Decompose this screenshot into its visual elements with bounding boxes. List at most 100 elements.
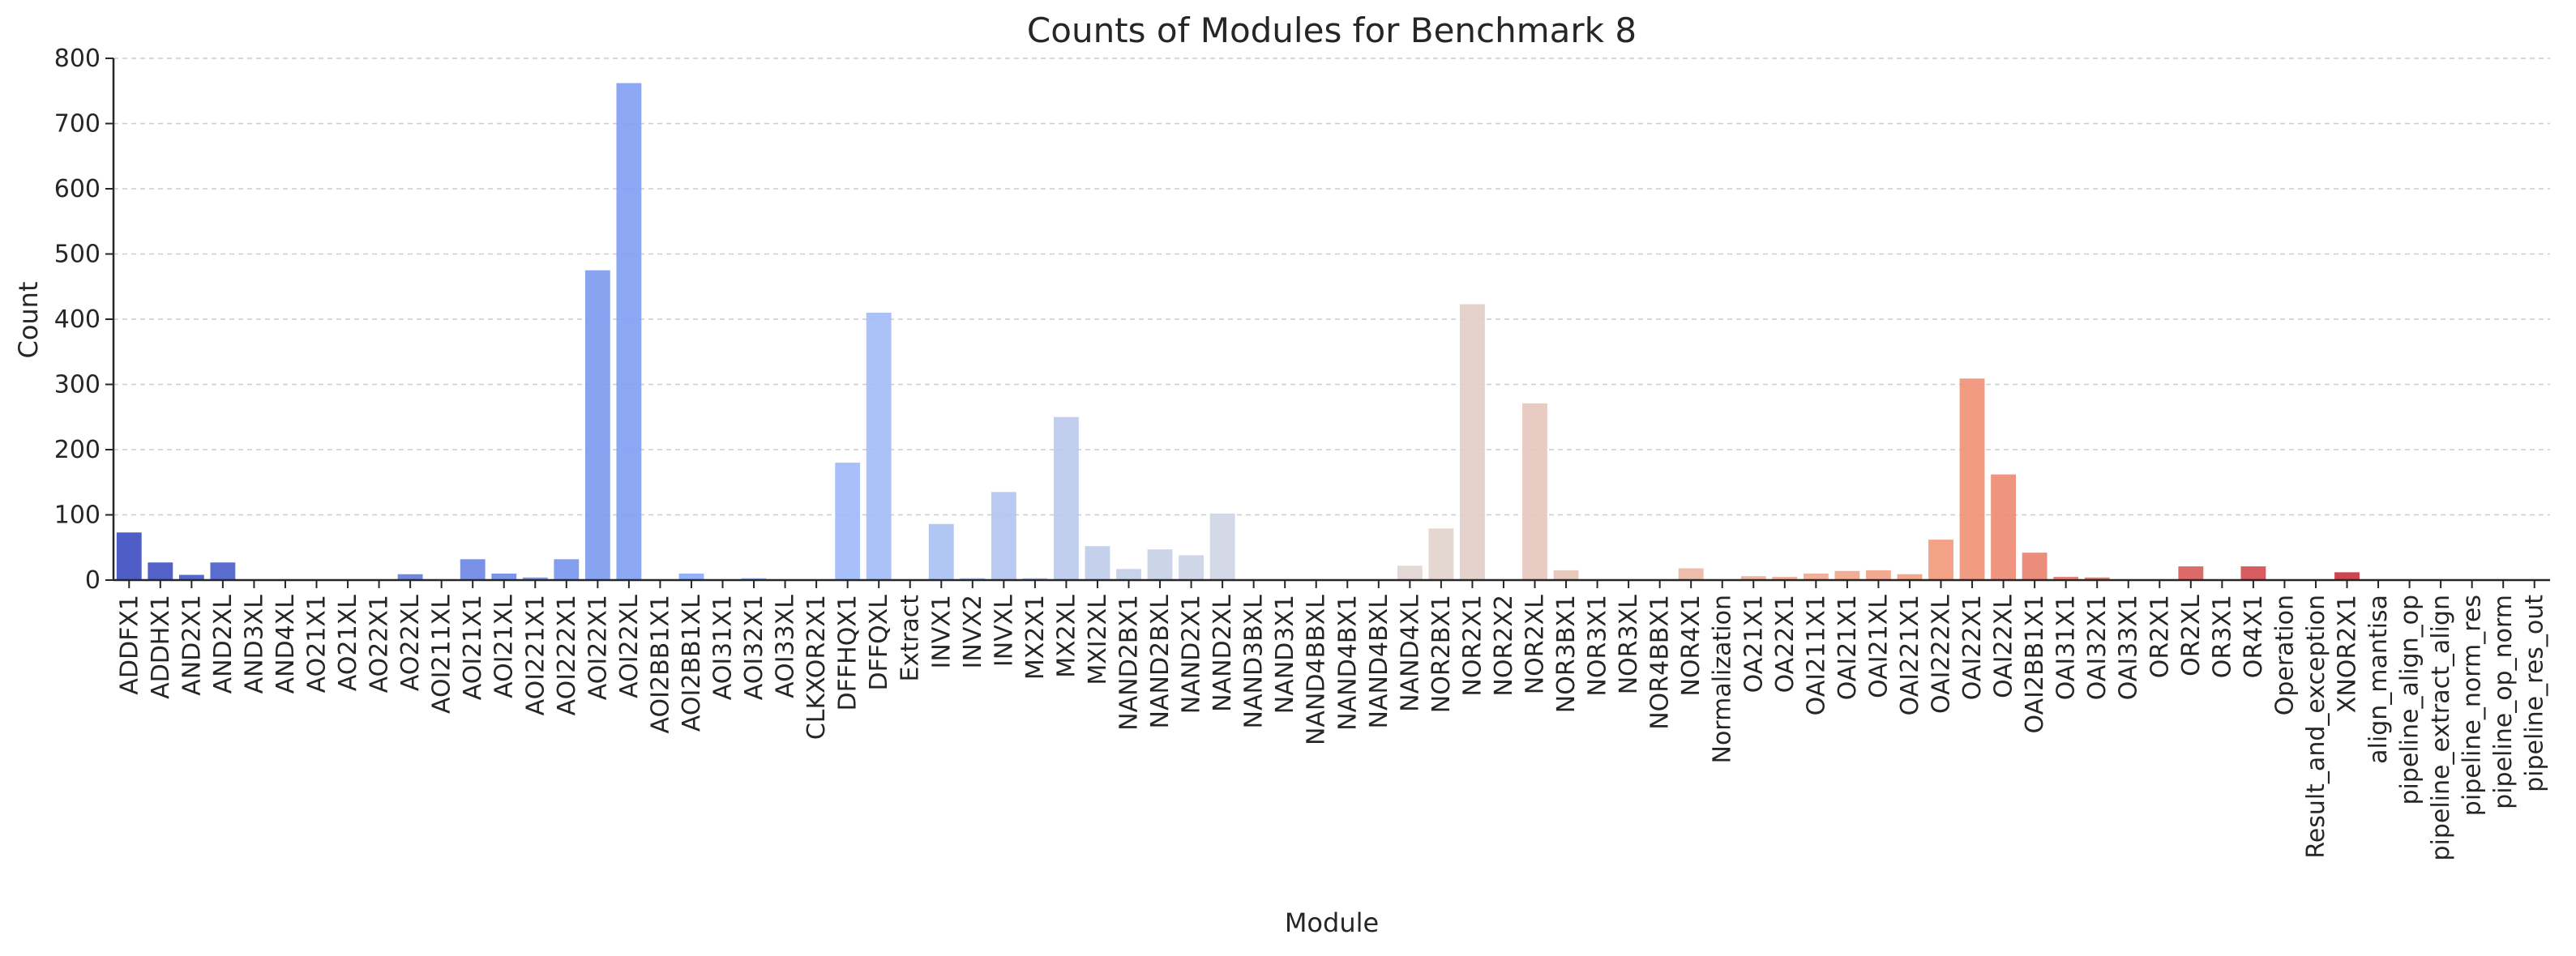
- bar: [1866, 570, 1891, 580]
- x-tick-label: OR2X1: [2146, 595, 2174, 678]
- x-tick-label: ADDHX1: [147, 595, 175, 699]
- bar: [148, 562, 173, 580]
- x-tick-label: NOR2XL: [1521, 595, 1550, 695]
- x-tick-label: AOI31X1: [709, 595, 738, 700]
- bar: [1054, 416, 1079, 580]
- x-tick-label: OR4X1: [2240, 595, 2268, 678]
- x-tick-label: AO22X1: [366, 595, 394, 693]
- x-tick-label: NOR2X1: [1458, 595, 1487, 697]
- bar: [1460, 304, 1485, 580]
- x-tick-label: NAND3BXL: [1240, 595, 1269, 729]
- x-tick-label: AO21X1: [303, 595, 332, 693]
- x-tick-label: OAI21X1: [1834, 595, 1862, 700]
- bar: [554, 559, 580, 580]
- x-tick-label: ADDFX1: [115, 595, 143, 695]
- bar: [491, 573, 517, 580]
- x-tick-label: AOI21X1: [459, 595, 487, 700]
- bar: [116, 532, 142, 580]
- bar: [866, 312, 892, 580]
- bar: [2240, 566, 2266, 580]
- x-tick-label: NAND2X1: [1178, 595, 1206, 714]
- y-tick-label: 0: [85, 566, 101, 595]
- bar: [1897, 574, 1923, 580]
- bar: [991, 492, 1016, 580]
- bar: [1147, 549, 1173, 580]
- x-tick-label: OR2XL: [2177, 595, 2206, 676]
- x-tick-label: INVX1: [927, 595, 956, 668]
- x-tick-label: AOI2BB1X1: [646, 595, 674, 733]
- bar: [1928, 540, 1953, 580]
- x-tick-label: OAI211X1: [1802, 595, 1830, 715]
- x-tick-label: OAI32X1: [2083, 595, 2112, 700]
- bar: [397, 574, 423, 580]
- x-tick-label: AOI222X1: [553, 595, 581, 715]
- bar: [1772, 576, 1798, 580]
- x-tick-label: AND2X1: [178, 595, 206, 696]
- x-tick-label: XNOR2X1: [2334, 595, 2362, 713]
- y-tick-label: 500: [54, 241, 101, 269]
- x-tick-label: pipeline_res_out: [2521, 595, 2549, 792]
- bar: [1834, 570, 1860, 580]
- x-tick-label: pipeline_op_norm: [2489, 595, 2518, 809]
- x-tick-label: pipeline_norm_res: [2458, 595, 2487, 816]
- x-tick-label: AOI22X1: [584, 595, 612, 700]
- x-tick-label: AO22XL: [396, 595, 425, 691]
- x-tick-label: NAND4BBXL: [1303, 595, 1331, 745]
- x-tick-label: AOI211XL: [428, 595, 456, 714]
- x-tick-label: CLKXOR2X1: [802, 595, 831, 740]
- bar: [928, 523, 954, 580]
- x-tick-label: MX2X1: [1021, 595, 1050, 680]
- y-axis-label: Count: [13, 281, 44, 358]
- x-tick-label: NOR4X1: [1677, 595, 1705, 697]
- bar: [584, 270, 610, 580]
- bar: [1959, 378, 1985, 580]
- x-tick-label: AO21XL: [334, 595, 362, 691]
- x-tick-label: Result_and_exception: [2302, 595, 2330, 859]
- bar: [210, 562, 236, 580]
- gridlines: [113, 58, 2550, 516]
- x-tick-label: align_mantisa: [2364, 595, 2393, 764]
- x-tick-label: INVXL: [990, 595, 1018, 667]
- x-tick-label: AOI32X1: [740, 595, 768, 700]
- x-tick-label: OAI22X1: [1958, 595, 1987, 700]
- x-tick-label: NOR2BX1: [1427, 595, 1456, 713]
- bar: [1740, 576, 1766, 580]
- y-tick-label: 300: [54, 371, 101, 399]
- bar: [678, 573, 704, 580]
- x-tick-label: AOI2BB1XL: [678, 595, 706, 732]
- x-tick-label: INVX2: [959, 595, 987, 668]
- bar: [1209, 513, 1235, 580]
- bar: [2334, 572, 2360, 580]
- x-tick-label: OA21X1: [1739, 595, 1768, 693]
- x-tick-label: NOR3BX1: [1552, 595, 1581, 713]
- y-tick-label: 100: [54, 501, 101, 530]
- x-axis-label: Module: [1285, 907, 1379, 938]
- y-tick-label: 200: [54, 436, 101, 464]
- bar: [1397, 565, 1423, 580]
- x-tick-label: NAND4XL: [1396, 595, 1424, 712]
- bar: [460, 559, 486, 580]
- x-tick-label: OAI2BB1X1: [2021, 595, 2049, 733]
- x-axis: ADDFX1 ADDHX1 AND2X1 AND2XL AND3XL AND4XL AO21…: [113, 578, 2550, 861]
- x-tick-label: NAND3X1: [1271, 595, 1299, 714]
- bar: [1085, 546, 1110, 580]
- chart-title: Counts of Modules for Benchmark 8: [1027, 11, 1637, 50]
- bars: [116, 83, 2548, 581]
- bar: [2022, 553, 2048, 580]
- bar: [178, 574, 204, 580]
- x-tick-label: AOI21XL: [490, 595, 519, 698]
- y-tick-label: 400: [54, 305, 101, 334]
- x-tick-label: NOR3XL: [1615, 595, 1643, 695]
- bar: [2053, 576, 2079, 580]
- y-tick-label: 800: [54, 45, 101, 73]
- x-tick-label: Extract: [896, 595, 925, 682]
- x-tick-label: pipeline_align_op: [2396, 595, 2424, 805]
- x-tick-label: AND3XL: [240, 595, 268, 694]
- x-tick-label: NAND2BXL: [1146, 595, 1175, 729]
- x-tick-label: DFFHQX1: [834, 595, 862, 711]
- bar: [1803, 573, 1829, 580]
- x-tick-label: OAI222XL: [1928, 595, 1956, 714]
- x-tick-label: DFFQXL: [865, 595, 893, 691]
- bar: [1678, 568, 1704, 580]
